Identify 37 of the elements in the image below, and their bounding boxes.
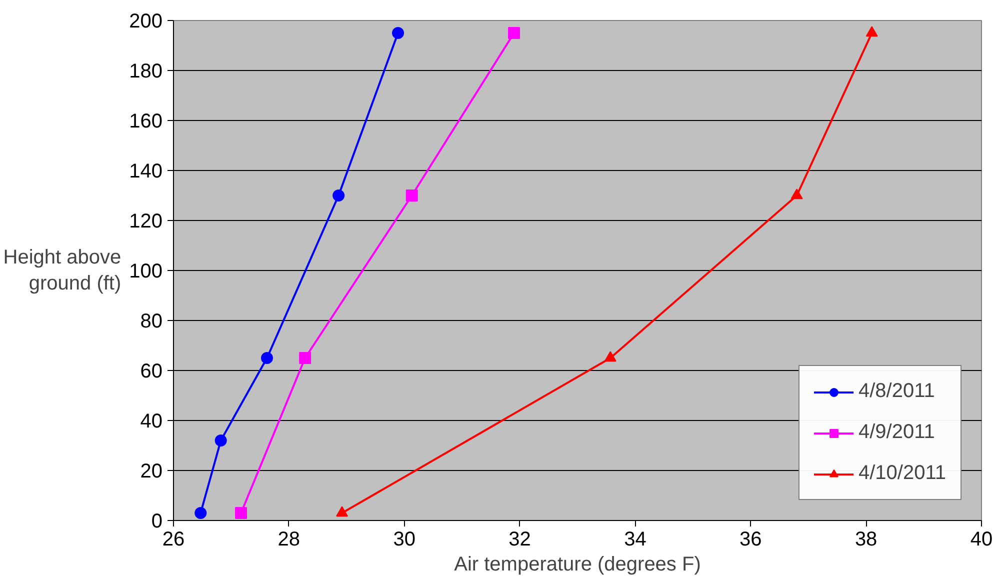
- x-tick-label: 32: [508, 528, 531, 550]
- point: [336, 506, 348, 517]
- legend-label: 4/10/2011: [858, 462, 946, 485]
- point: [392, 27, 404, 39]
- point: [406, 190, 418, 202]
- y-tick-label: 0: [151, 510, 162, 532]
- x-tick-label: 40: [970, 528, 993, 550]
- legend-label: 4/8/2011: [858, 380, 935, 403]
- y-tick-label: 200: [129, 10, 163, 32]
- point: [508, 27, 520, 39]
- x-tick-label: 34: [624, 528, 646, 550]
- y-tick-label: 140: [129, 160, 163, 182]
- legend-label: 4/9/2011: [858, 421, 935, 444]
- y-axis-title: Height above ground (ft): [3, 246, 122, 295]
- point: [866, 26, 878, 37]
- x-tick-label: 28: [278, 528, 300, 550]
- point: [790, 188, 803, 200]
- x-axis-title: Air temperature (degrees F): [454, 554, 701, 576]
- y-tick-label: 80: [140, 310, 163, 332]
- point: [235, 507, 248, 519]
- point: [332, 190, 345, 202]
- y-tick-label: 20: [140, 460, 163, 482]
- x-tick-label: 26: [162, 528, 185, 550]
- point: [299, 352, 312, 364]
- y-tick-label: 160: [129, 110, 163, 132]
- y-tick-label: 100: [129, 260, 163, 282]
- x-tick-label: 36: [740, 528, 762, 550]
- y-tick-label: 60: [140, 360, 163, 382]
- y-tick-label: 120: [129, 210, 163, 232]
- x-tick-label: 38: [854, 528, 878, 550]
- point: [194, 507, 207, 519]
- y-tick-label: 180: [129, 60, 163, 82]
- point: [260, 352, 273, 364]
- y-tick-label: 40: [140, 410, 163, 432]
- point: [604, 351, 616, 362]
- x-tick-label: 30: [393, 528, 416, 550]
- point: [214, 434, 227, 446]
